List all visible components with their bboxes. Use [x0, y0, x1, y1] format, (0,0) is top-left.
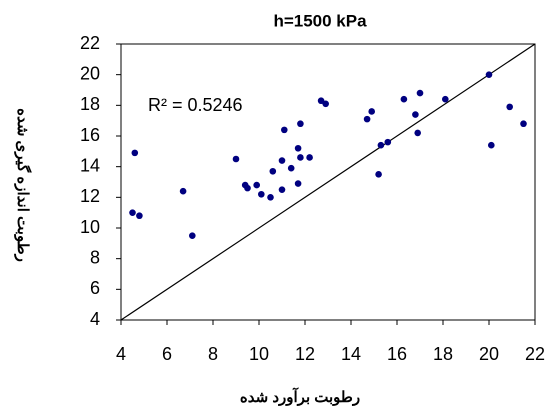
y-tick-label: 8 [90, 247, 100, 267]
y-tick-label: 6 [90, 278, 100, 298]
x-tick-label: 16 [387, 344, 407, 364]
y-tick-label: 10 [80, 217, 100, 237]
y-tick-label: 12 [80, 186, 100, 206]
point [363, 115, 371, 123]
point [294, 180, 302, 187]
point [267, 194, 274, 201]
point [416, 89, 424, 97]
point [414, 129, 422, 137]
point [189, 232, 196, 239]
x-tick-label: 22 [525, 344, 545, 364]
annotation: R² = 0.5246 [148, 95, 243, 115]
y-tick-label: 4 [90, 309, 100, 329]
point [258, 190, 265, 198]
x-tick-label: 18 [433, 344, 453, 364]
identity-line [120, 43, 536, 321]
point [179, 187, 187, 195]
point [129, 209, 136, 216]
point [322, 100, 330, 108]
x-tick-label: 6 [162, 344, 172, 364]
point [278, 157, 286, 164]
point [131, 149, 139, 157]
point [306, 154, 313, 161]
y-axis-label: رطوبت اندازه گیری شده [14, 108, 32, 262]
point [506, 103, 513, 111]
point [412, 111, 419, 118]
point [297, 154, 304, 161]
point [136, 212, 143, 220]
chart-title: h=1500 kPa [273, 11, 367, 30]
point [294, 144, 302, 152]
x-tick-label: 12 [295, 344, 315, 364]
x-tick-label: 8 [208, 344, 218, 364]
y-tick-label: 20 [80, 63, 100, 83]
y-tick-label: 14 [80, 155, 100, 175]
point [400, 95, 408, 103]
point [297, 120, 304, 128]
point [281, 126, 288, 134]
point [253, 181, 260, 189]
plot-area [120, 43, 536, 321]
point [375, 171, 382, 178]
point [442, 95, 449, 103]
point [377, 141, 385, 149]
point [269, 167, 277, 175]
x-tick-label: 20 [479, 344, 499, 364]
x-tick-label: 14 [341, 344, 361, 364]
x-tick-label: 4 [116, 344, 126, 364]
x-axis-label: رطوبت برآورد شده [240, 387, 360, 406]
point [384, 138, 392, 146]
point [244, 184, 251, 192]
point [520, 120, 527, 128]
point [368, 108, 376, 115]
x-tick-label: 10 [249, 344, 269, 364]
y-tick-label: 16 [80, 125, 100, 145]
point [232, 155, 240, 163]
y-tick-label: 18 [80, 94, 100, 114]
y-tick-label: 22 [80, 33, 100, 53]
point [485, 71, 493, 78]
point [278, 186, 286, 193]
point [488, 141, 495, 149]
point [287, 164, 295, 172]
